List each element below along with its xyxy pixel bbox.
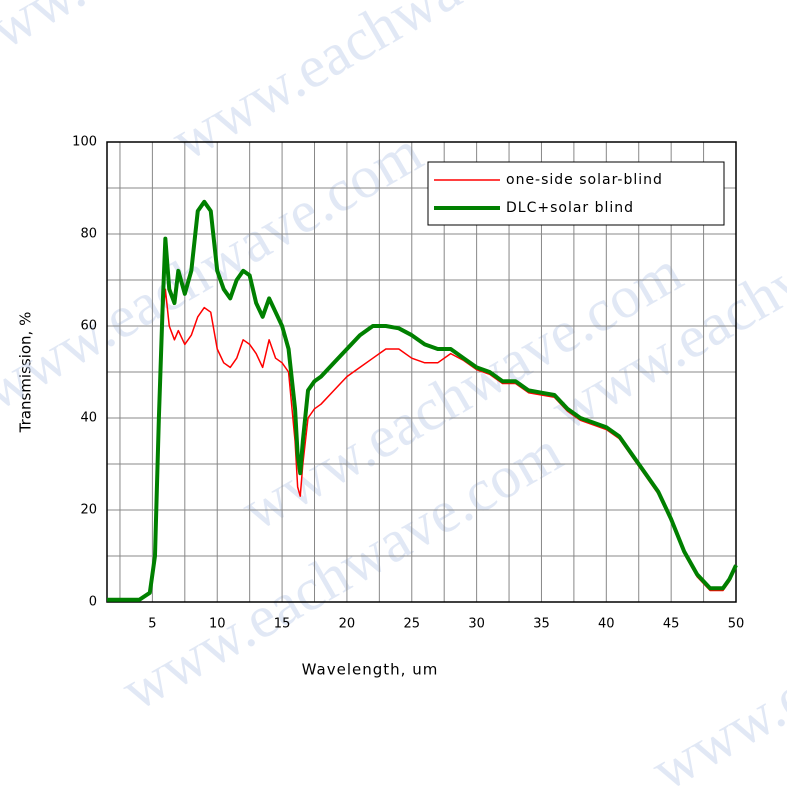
plot-frame bbox=[106, 141, 737, 603]
y-tick-label: 80 bbox=[80, 227, 97, 242]
x-tick-label: 40 bbox=[598, 617, 615, 632]
x-tick-label: 30 bbox=[468, 617, 485, 632]
y-tick-label: 100 bbox=[72, 135, 97, 150]
x-tick-label: 45 bbox=[663, 617, 680, 632]
y-tick-label: 40 bbox=[80, 411, 97, 426]
x-tick-label: 50 bbox=[728, 617, 745, 632]
x-axis-label: Wavelength, um bbox=[302, 661, 439, 679]
x-tick-label: 25 bbox=[403, 617, 420, 632]
data-line bbox=[107, 288, 737, 601]
x-tick-label: 5 bbox=[148, 617, 156, 632]
legend-label: one-side solar-blind bbox=[506, 172, 663, 188]
y-axis-label: Transmission, % bbox=[17, 312, 35, 434]
data-line bbox=[107, 199, 738, 602]
legend-box bbox=[427, 161, 725, 226]
legend-label: DLC+solar blind bbox=[506, 200, 634, 216]
y-tick-label: 0 bbox=[89, 595, 97, 610]
x-tick-label: 35 bbox=[533, 617, 550, 632]
x-tick-label: 15 bbox=[274, 617, 291, 632]
x-tick-label: 20 bbox=[339, 617, 356, 632]
y-tick-label: 20 bbox=[80, 503, 97, 518]
x-tick-label: 10 bbox=[209, 617, 226, 632]
y-tick-label: 60 bbox=[80, 319, 97, 334]
